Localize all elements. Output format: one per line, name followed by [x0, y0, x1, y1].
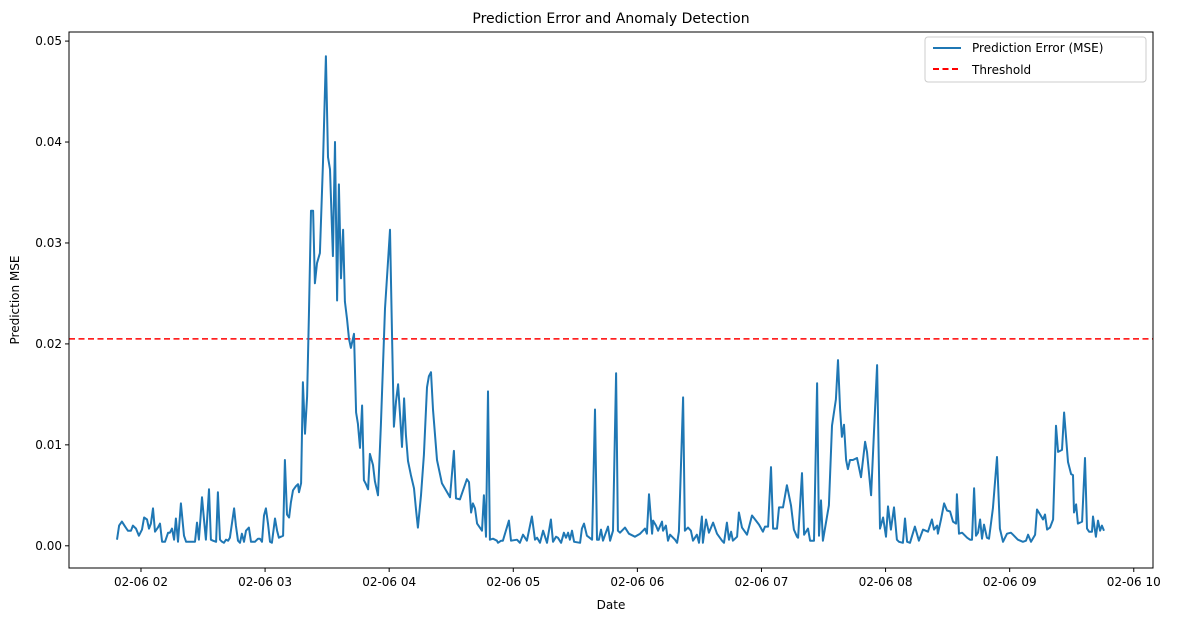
x-tick-label: 02-06 04 — [362, 575, 416, 589]
legend-series-label: Prediction Error (MSE) — [972, 41, 1103, 55]
x-tick-label: 02-06 09 — [983, 575, 1037, 589]
x-tick-label: 02-06 02 — [114, 575, 168, 589]
legend: Prediction Error (MSE) Threshold — [925, 37, 1146, 82]
legend-threshold-label: Threshold — [971, 63, 1031, 77]
x-tick-label: 02-06 07 — [734, 575, 788, 589]
x-tick-label: 02-06 06 — [610, 575, 664, 589]
y-axis-label: Prediction MSE — [8, 256, 22, 345]
y-tick-label: 0.00 — [35, 539, 62, 553]
y-tick-label: 0.01 — [35, 438, 62, 452]
y-tick-label: 0.04 — [35, 135, 62, 149]
prediction-error-line — [117, 56, 1104, 543]
x-tick-label: 02-06 05 — [486, 575, 540, 589]
plot-frame — [69, 32, 1153, 568]
x-tick-label: 02-06 10 — [1107, 575, 1161, 589]
x-axis: 02-06 02 02-06 03 02-06 04 02-06 05 02-06 06… — [114, 568, 1161, 589]
series-points — [117, 56, 1104, 543]
x-tick-label: 02-06 08 — [859, 575, 913, 589]
y-tick-label: 0.05 — [35, 34, 62, 48]
x-axis-label: Date — [597, 598, 626, 612]
y-tick-label: 0.02 — [35, 337, 62, 351]
chart-title: Prediction Error and Anomaly Detection — [472, 11, 749, 27]
y-tick-label: 0.03 — [35, 236, 62, 250]
y-axis: 0.00 0.01 0.02 0.03 0.04 0.05 — [35, 34, 69, 553]
x-tick-label: 02-06 03 — [238, 575, 292, 589]
